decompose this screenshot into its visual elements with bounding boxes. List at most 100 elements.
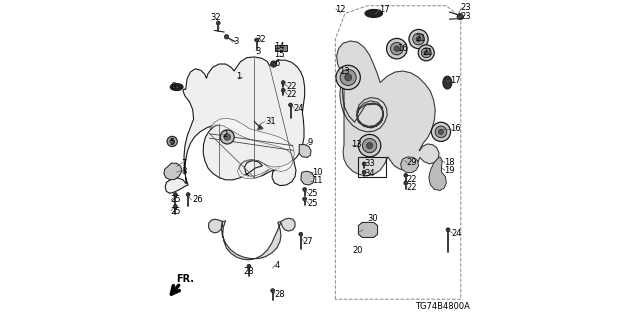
Text: 22: 22 [287, 90, 297, 99]
Circle shape [421, 48, 431, 58]
Text: 3: 3 [255, 47, 260, 56]
Ellipse shape [443, 76, 452, 89]
Circle shape [170, 139, 174, 144]
Circle shape [224, 35, 229, 39]
Circle shape [416, 36, 421, 42]
Text: 11: 11 [312, 176, 323, 185]
Text: 2: 2 [223, 130, 228, 139]
Text: 7: 7 [182, 159, 187, 168]
Circle shape [255, 38, 259, 42]
Text: 23: 23 [461, 4, 472, 12]
Polygon shape [301, 171, 314, 185]
Text: 14: 14 [275, 42, 285, 51]
Text: 29: 29 [406, 158, 417, 167]
Text: 17: 17 [450, 76, 461, 85]
Circle shape [271, 289, 275, 292]
Circle shape [358, 134, 381, 157]
Polygon shape [165, 57, 305, 193]
Text: 34: 34 [364, 169, 375, 178]
Polygon shape [209, 218, 295, 260]
Circle shape [282, 88, 285, 92]
Text: 26: 26 [192, 196, 203, 204]
Circle shape [303, 197, 307, 201]
Text: FR.: FR. [176, 274, 194, 284]
Circle shape [173, 204, 177, 208]
Text: 6: 6 [170, 82, 175, 91]
Circle shape [367, 142, 372, 149]
Text: 23: 23 [461, 12, 472, 21]
Circle shape [435, 126, 447, 138]
Circle shape [167, 136, 177, 147]
Text: 13: 13 [351, 140, 362, 149]
Text: 19: 19 [444, 166, 454, 175]
Ellipse shape [365, 9, 383, 17]
Circle shape [431, 122, 451, 141]
Polygon shape [300, 145, 311, 157]
Circle shape [394, 46, 399, 51]
Polygon shape [358, 222, 378, 237]
Circle shape [419, 45, 435, 61]
Polygon shape [210, 118, 294, 179]
Circle shape [345, 74, 351, 81]
Text: 22: 22 [406, 183, 417, 192]
Circle shape [224, 134, 230, 140]
Circle shape [303, 188, 307, 191]
Text: 13: 13 [339, 68, 350, 76]
Text: 32: 32 [255, 35, 266, 44]
Text: 8: 8 [182, 167, 187, 176]
Text: 9: 9 [308, 138, 313, 147]
Text: 1: 1 [236, 72, 241, 81]
Text: 24: 24 [452, 229, 462, 238]
Circle shape [216, 21, 220, 25]
Text: 25: 25 [308, 199, 318, 208]
Text: TG74B4800A: TG74B4800A [415, 302, 470, 311]
Text: 21: 21 [415, 34, 426, 43]
Circle shape [457, 13, 463, 20]
Text: 21: 21 [422, 48, 433, 57]
Circle shape [362, 170, 366, 174]
Text: 20: 20 [353, 246, 363, 255]
Polygon shape [164, 163, 182, 180]
Circle shape [424, 51, 428, 55]
Circle shape [404, 173, 408, 177]
Circle shape [289, 103, 292, 107]
Text: 31: 31 [266, 117, 276, 126]
Circle shape [404, 181, 408, 185]
Text: 18: 18 [444, 158, 455, 167]
Text: 25: 25 [170, 196, 181, 204]
Text: 16: 16 [450, 124, 461, 133]
Circle shape [271, 61, 277, 67]
Circle shape [186, 193, 190, 196]
Text: 16: 16 [397, 44, 408, 53]
Circle shape [413, 33, 424, 45]
Circle shape [247, 264, 251, 268]
Circle shape [387, 38, 407, 59]
Polygon shape [337, 41, 439, 176]
Circle shape [282, 81, 285, 84]
Text: 5: 5 [170, 138, 175, 147]
Text: 12: 12 [335, 5, 346, 14]
Circle shape [340, 69, 356, 85]
Circle shape [390, 42, 403, 55]
Polygon shape [401, 157, 419, 173]
Bar [275, 45, 287, 51]
Circle shape [336, 65, 360, 90]
Text: 15: 15 [275, 50, 285, 59]
Text: 27: 27 [302, 237, 313, 246]
Text: 6: 6 [275, 60, 280, 68]
Polygon shape [258, 125, 263, 130]
Circle shape [362, 162, 366, 166]
Polygon shape [429, 157, 447, 190]
Text: 22: 22 [406, 175, 417, 184]
Circle shape [299, 232, 303, 236]
Text: 4: 4 [275, 261, 280, 270]
Circle shape [220, 130, 234, 144]
Circle shape [362, 139, 377, 153]
Text: 28: 28 [275, 290, 285, 299]
Text: 3: 3 [234, 37, 239, 46]
Text: 22: 22 [287, 82, 297, 91]
Text: 30: 30 [367, 214, 378, 223]
Text: 10: 10 [312, 168, 323, 177]
Text: 24: 24 [294, 104, 304, 113]
Ellipse shape [170, 84, 183, 91]
